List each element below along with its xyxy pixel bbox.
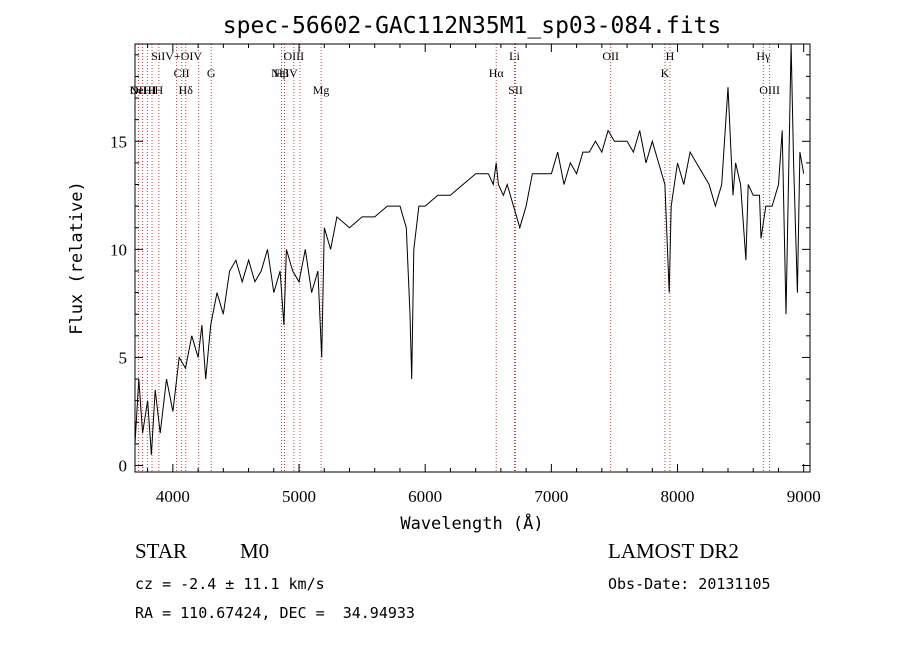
object-class-label: STAR (135, 539, 187, 563)
x-tick-label-1: 5000 (282, 487, 316, 506)
y-tick-label-1: 5 (119, 348, 128, 367)
y-tick-label-0: 0 (119, 457, 128, 476)
chart-title: spec-56602-GAC112N35M1_sp03-084.fits (223, 13, 722, 39)
x-axis-label: Wavelength (Å) (400, 512, 543, 534)
x-axis-ticks: 4000 5000 6000 7000 8000 9000 (147, 44, 821, 506)
line-marker-label-18: OII (602, 49, 619, 63)
line-marker-label-7: Hδ (179, 83, 194, 97)
obs-date-label: Obs-Date: 20131105 (608, 575, 771, 593)
line-marker-label-16: Li (509, 49, 520, 63)
line-marker-label-22: OIII (759, 83, 780, 97)
survey-label: LAMOST DR2 (608, 539, 739, 563)
subclass-label: M0 (240, 539, 270, 563)
y-tick-label-3: 15 (110, 132, 127, 151)
y-tick-label-2: 10 (110, 240, 127, 259)
velocity-label: cz = -2.4 ± 11.1 km/s (135, 575, 325, 593)
line-marker-label-2: H (143, 83, 152, 97)
line-marker-label-17: SII (508, 83, 523, 97)
line-marker-label-9: G (207, 66, 216, 80)
line-marker-label-10: Hβ (274, 66, 289, 80)
line-marker-label-12: OIII (284, 49, 305, 63)
line-marker-label-14: Mg (313, 83, 330, 97)
line-marker-label-1: NeIII (130, 83, 156, 97)
line-marker-label-21: Hγ (756, 49, 771, 63)
y-axis-label: Flux (relative) (67, 181, 87, 335)
x-tick-label-4: 8000 (661, 487, 695, 506)
x-tick-label-0: 4000 (156, 487, 190, 506)
line-marker-label-5: SiIV+OIV (151, 49, 202, 63)
line-marker-label-19: K (661, 66, 670, 80)
coordinates-label: RA = 110.67424, DEC = 34.94933 (135, 604, 415, 622)
x-tick-label-5: 9000 (787, 487, 821, 506)
plot-frame (134, 43, 811, 473)
y-axis-ticks: 0 5 10 15 (110, 54, 810, 476)
x-tick-label-2: 6000 (408, 487, 442, 506)
line-marker-label-20: H (666, 49, 675, 63)
line-marker-label-6: CII (174, 66, 190, 80)
line-marker-label-4: H (155, 83, 164, 97)
x-tick-label-3: 7000 (534, 487, 568, 506)
line-marker-label-15: Hα (489, 66, 505, 80)
spectrum-series-line (134, 43, 805, 455)
line-marker-label-11: NeIV (271, 66, 298, 80)
line-marker-label-3: H (148, 83, 157, 97)
